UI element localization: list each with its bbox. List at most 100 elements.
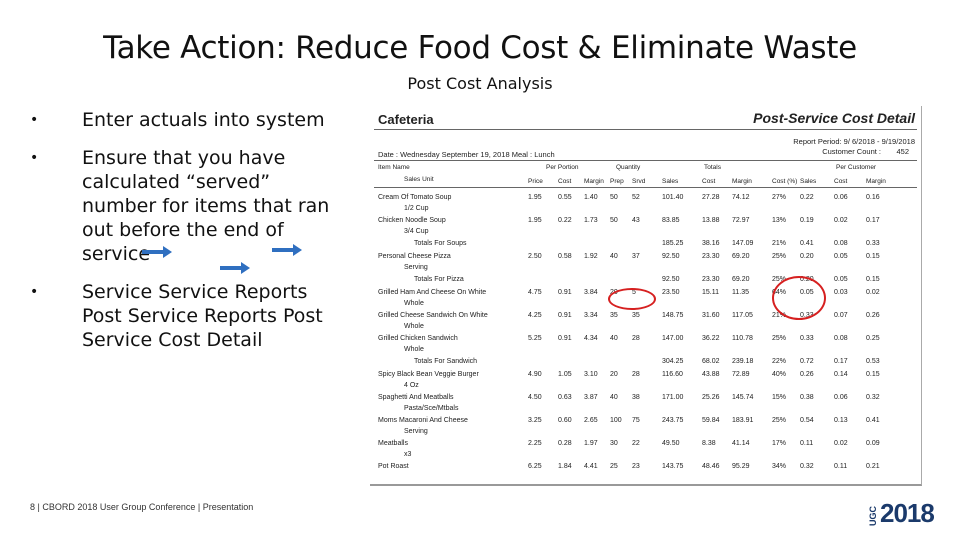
row-value: 15.11	[702, 289, 719, 296]
column-header: Margin	[732, 178, 752, 185]
customer-count-label: Customer Count :	[822, 147, 881, 156]
row-value: 25%	[772, 335, 787, 342]
row-value: 50	[610, 194, 618, 201]
report-title: Post-Service Cost Detail	[753, 110, 915, 126]
divider	[374, 160, 917, 161]
row-value: 3.25	[528, 417, 542, 424]
row-value: 0.22	[800, 194, 814, 201]
row-value: 0.53	[866, 358, 880, 365]
row-value: 15%	[772, 394, 787, 401]
row-value: 0.16	[866, 194, 880, 201]
highlight-circle	[772, 276, 826, 320]
row-value: 1.73	[584, 217, 598, 224]
row-value: 0.08	[834, 335, 848, 342]
row-value: 52	[632, 194, 640, 201]
row-value: 40	[610, 394, 618, 401]
row-value: 3.84	[584, 289, 598, 296]
row-value: 0.09	[866, 440, 880, 447]
row-value: 0.91	[558, 335, 572, 342]
cost-report-screenshot: Cafeteria Post-Service Cost Detail Repor…	[370, 106, 922, 486]
row-value: 0.28	[558, 440, 572, 447]
row-value: 185.25	[662, 240, 684, 247]
row-value: 23.30	[702, 253, 720, 260]
column-header: Price	[528, 178, 543, 185]
row-sales-unit: Serving	[404, 264, 428, 271]
row-value: 0.33	[800, 335, 814, 342]
row-value: 72.89	[732, 371, 750, 378]
row-value: 38	[632, 394, 640, 401]
bullet-marker: •	[30, 284, 39, 300]
row-value: 2.65	[584, 417, 598, 424]
row-value: 0.91	[558, 312, 572, 319]
row-value: 40	[610, 335, 618, 342]
row-value: 0.91	[558, 289, 572, 296]
row-value: 4.50	[528, 394, 542, 401]
row-value: 0.02	[834, 217, 848, 224]
row-value: 2.25	[528, 440, 542, 447]
column-header: Cost (%)	[772, 178, 798, 185]
row-value: 35	[632, 312, 640, 319]
column-header: Cost	[558, 178, 572, 185]
slide-footer: 8 | CBORD 2018 User Group Conference | P…	[30, 502, 254, 512]
row-sales-unit: 1/2 Cup	[404, 205, 429, 212]
row-value: 23	[632, 463, 640, 470]
row-value: 0.11	[834, 463, 848, 470]
bullet-item: • Service Service Reports Post Service R…	[30, 280, 350, 352]
ugc-logo: UGC 2018	[868, 500, 935, 526]
row-value: 2.50	[528, 253, 542, 260]
bullet-item: • Enter actuals into system	[30, 108, 350, 132]
row-value: 100	[610, 417, 622, 424]
row-item-name: Totals For Sandwich	[414, 358, 478, 365]
row-value: 4.90	[528, 371, 542, 378]
row-value: 40%	[772, 371, 787, 378]
divider	[374, 187, 917, 188]
row-sales-unit: x3	[404, 451, 412, 458]
column-header: Sales	[800, 178, 817, 185]
column-header: Sales	[662, 178, 679, 185]
row-value: 40	[610, 253, 618, 260]
row-value: 1.95	[528, 194, 542, 201]
row-item-name: Grilled Cheese Sandwich On White	[378, 312, 488, 319]
row-value: 27.28	[702, 194, 720, 201]
row-value: 0.41	[866, 417, 880, 424]
row-value: 1.05	[558, 371, 572, 378]
row-value: 0.17	[834, 358, 848, 365]
row-value: 43	[632, 217, 640, 224]
row-value: 0.41	[800, 240, 814, 247]
column-header: Cost	[702, 178, 716, 185]
row-value: 34%	[772, 463, 787, 470]
row-value: 50	[610, 217, 618, 224]
row-value: 0.07	[834, 312, 848, 319]
row-value: 69.20	[732, 276, 750, 283]
row-value: 8.38	[702, 440, 716, 447]
highlight-circle	[608, 288, 656, 310]
row-value: 0.32	[866, 394, 880, 401]
row-value: 22	[632, 440, 640, 447]
row-value: 0.17	[866, 217, 880, 224]
row-value: 0.05	[834, 276, 848, 283]
row-value: 101.40	[662, 194, 684, 201]
bullet-marker: •	[30, 112, 39, 128]
row-value: 1.97	[584, 440, 598, 447]
row-value: 11.35	[732, 289, 749, 296]
row-sales-unit: 3/4 Cup	[404, 228, 429, 235]
row-value: 243.75	[662, 417, 684, 424]
row-value: 145.74	[732, 394, 754, 401]
row-value: 1.40	[584, 194, 598, 201]
row-item-name: Chicken Noodle Soup	[378, 217, 446, 224]
row-value: 92.50	[662, 276, 680, 283]
row-value: 4.34	[584, 335, 598, 342]
row-value: 21%	[772, 312, 787, 319]
row-value: 22%	[772, 358, 787, 365]
row-value: 0.05	[834, 253, 848, 260]
row-value: 110.78	[732, 335, 753, 342]
row-value: 0.58	[558, 253, 572, 260]
row-value: 28	[632, 371, 640, 378]
row-value: 183.91	[732, 417, 754, 424]
row-item-name: Moms Macaroni And Cheese	[378, 417, 468, 424]
row-value: 0.08	[834, 240, 848, 247]
row-value: 0.06	[834, 194, 848, 201]
row-value: 20	[610, 371, 618, 378]
row-value: 95.29	[732, 463, 750, 470]
row-item-name: Grilled Chicken Sandwich	[378, 335, 458, 342]
